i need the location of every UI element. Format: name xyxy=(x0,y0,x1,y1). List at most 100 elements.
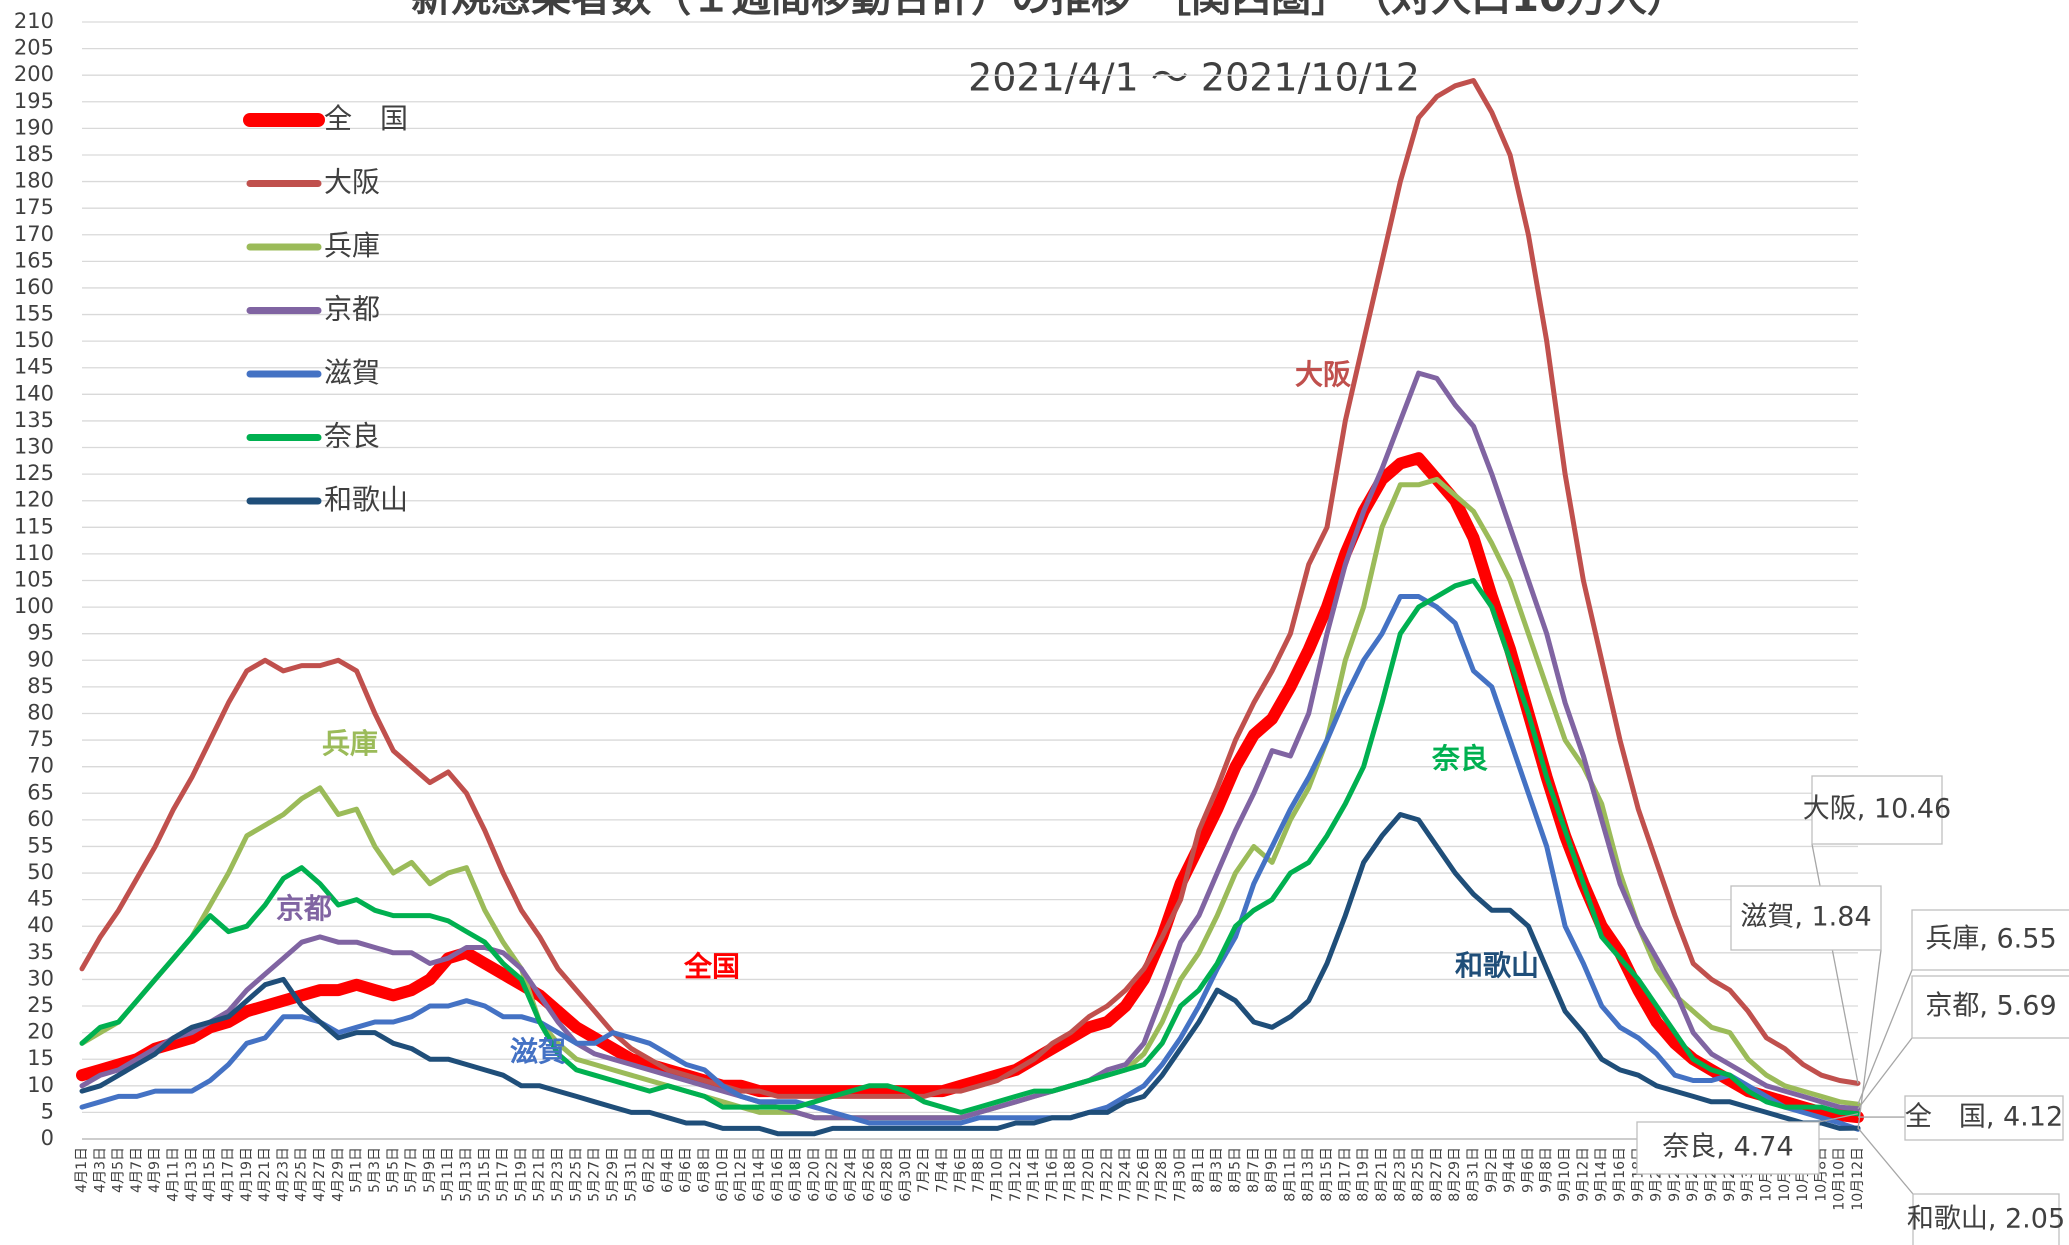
x-tick-label: 8月27日 xyxy=(1429,1147,1445,1202)
inline-label: 京都 xyxy=(276,892,332,925)
inline-label: 全国 xyxy=(683,950,740,983)
x-tick-label: 10月10日 xyxy=(1832,1147,1848,1211)
x-tick-label: 7月26日 xyxy=(1136,1147,1152,1202)
x-tick-label: 6月20日 xyxy=(806,1147,822,1202)
y-tick-label: 155 xyxy=(14,302,54,326)
legend-label: 滋賀 xyxy=(324,356,380,389)
callout-box xyxy=(1904,1095,2064,1141)
x-tick-label: 6月28日 xyxy=(880,1147,896,1202)
x-tick-label: 7月12日 xyxy=(1008,1147,1024,1202)
y-tick-label: 15 xyxy=(27,1046,54,1070)
x-tick-label: 7月10日 xyxy=(989,1147,1005,1202)
x-tick-label: 4月15日 xyxy=(202,1147,218,1202)
y-tick-label: 190 xyxy=(14,115,54,139)
y-tick-label: 35 xyxy=(27,940,54,964)
series-line xyxy=(79,78,1861,1099)
callout-label: 奈良, 4.74 xyxy=(1662,1132,1793,1163)
y-tick-label: 5 xyxy=(41,1099,54,1123)
x-tick-label: 5月29日 xyxy=(605,1147,621,1202)
y-tick-label: 115 xyxy=(14,514,54,538)
x-tick-label: 4月5日 xyxy=(111,1147,127,1193)
x-tick-label: 8月11日 xyxy=(1282,1147,1298,1202)
x-tick-label: 6月30日 xyxy=(898,1147,914,1202)
x-tick-label: 8月17日 xyxy=(1337,1147,1353,1202)
y-tick-label: 125 xyxy=(14,461,54,485)
x-tick-label: 7月14日 xyxy=(1026,1147,1042,1202)
legend-label: 和歌山 xyxy=(324,483,408,516)
x-tick-label: 8月5日 xyxy=(1227,1147,1243,1193)
x-tick-label: 4月23日 xyxy=(275,1147,291,1202)
y-tick-label: 185 xyxy=(14,142,54,166)
inline-label: 和歌山 xyxy=(1455,949,1539,982)
callout-box xyxy=(1811,775,1943,845)
y-tick-label: 100 xyxy=(14,594,54,618)
y-tick-label: 140 xyxy=(14,381,54,405)
x-tick-label: 8月29日 xyxy=(1447,1147,1463,1202)
x-tick-label: 4月9日 xyxy=(147,1147,163,1193)
x-tick-label: 9月4日 xyxy=(1502,1147,1518,1193)
y-tick-label: 25 xyxy=(27,993,54,1017)
callout-leader xyxy=(1857,949,1882,1130)
y-tick-label: 0 xyxy=(41,1126,54,1150)
x-tick-label: 5月21日 xyxy=(532,1147,548,1202)
legend-label: 大阪 xyxy=(324,166,380,199)
series-line xyxy=(79,812,1861,1137)
callout-label: 全 国, 4.12 xyxy=(1905,1102,2063,1133)
x-tick-label: 6月2日 xyxy=(642,1147,658,1193)
x-tick-label: 6月6日 xyxy=(678,1147,694,1193)
chart-subtitle: 2021/4/1 ～ 2021/10/12 xyxy=(968,56,1420,100)
inline-label: 兵庫 xyxy=(322,727,378,760)
y-tick-label: 40 xyxy=(27,913,54,937)
x-tick-label: 9月12日 xyxy=(1575,1147,1591,1202)
x-tick-label: 9月8日 xyxy=(1539,1147,1555,1193)
x-tick-label: 7月18日 xyxy=(1063,1147,1079,1202)
x-tick-label: 6月10日 xyxy=(715,1147,731,1202)
y-tick-label: 80 xyxy=(27,700,54,724)
y-tick-label: 170 xyxy=(14,222,54,246)
x-tick-label: 4月11日 xyxy=(166,1147,182,1202)
x-tick-label: 9月16日 xyxy=(1612,1147,1628,1202)
x-tick-label: 7月20日 xyxy=(1081,1147,1097,1202)
callout-box xyxy=(1911,975,2069,1039)
y-tick-label: 130 xyxy=(14,435,54,459)
x-tick-label: 8月3日 xyxy=(1209,1147,1225,1193)
x-tick-label: 8月13日 xyxy=(1301,1147,1317,1202)
x-tick-label: 6月24日 xyxy=(843,1147,859,1202)
y-tick-label: 120 xyxy=(14,488,54,512)
x-tick-label: 9月10日 xyxy=(1557,1147,1573,1202)
x-tick-label: 7月8日 xyxy=(971,1147,987,1193)
y-tick-label: 180 xyxy=(14,169,54,193)
x-tick-label: 7月30日 xyxy=(1173,1147,1189,1202)
x-tick-label: 5月13日 xyxy=(458,1147,474,1202)
callout-label: 大阪, 10.46 xyxy=(1803,794,1951,825)
legend-label: 全 国 xyxy=(324,102,408,135)
x-tick-label: 6月26日 xyxy=(861,1147,877,1202)
x-tick-label: 5月23日 xyxy=(550,1147,566,1202)
callout-label: 滋賀, 1.84 xyxy=(1740,902,1871,933)
x-tick-label: 5月27日 xyxy=(587,1147,603,1202)
callout-box xyxy=(1911,909,2069,971)
x-tick-label: 5月11日 xyxy=(440,1147,456,1202)
callout-box xyxy=(1636,1121,1820,1175)
x-tick-label: 10月12日 xyxy=(1850,1147,1866,1211)
x-tick-label: 4月3日 xyxy=(92,1147,108,1193)
y-tick-label: 60 xyxy=(27,807,54,831)
y-tick-label: 65 xyxy=(27,780,54,804)
legend-label: 奈良 xyxy=(324,420,380,453)
y-tick-label: 195 xyxy=(14,89,54,113)
x-tick-label: 7月24日 xyxy=(1118,1147,1134,1202)
callout-label: 和歌山, 2.05 xyxy=(1907,1204,2065,1235)
x-tick-label: 4月25日 xyxy=(294,1147,310,1202)
x-tick-label: 4月19日 xyxy=(239,1147,255,1202)
x-tick-label: 6月22日 xyxy=(825,1147,841,1202)
x-tick-label: 7月2日 xyxy=(916,1147,932,1193)
x-tick-label: 9月14日 xyxy=(1594,1147,1610,1202)
y-tick-label: 20 xyxy=(27,1020,54,1044)
x-tick-label: 8月31日 xyxy=(1466,1147,1482,1202)
callout-leader xyxy=(1857,1127,1914,1195)
chart-title: 新規感染者数（１週間移動合計）の推移 ［関西圏］ （対人口10万人） xyxy=(411,0,1687,21)
x-tick-label: 9月2日 xyxy=(1484,1147,1500,1193)
x-tick-label: 4月29日 xyxy=(330,1147,346,1202)
y-tick-label: 175 xyxy=(14,195,54,219)
callout-leader xyxy=(1857,1037,1913,1110)
